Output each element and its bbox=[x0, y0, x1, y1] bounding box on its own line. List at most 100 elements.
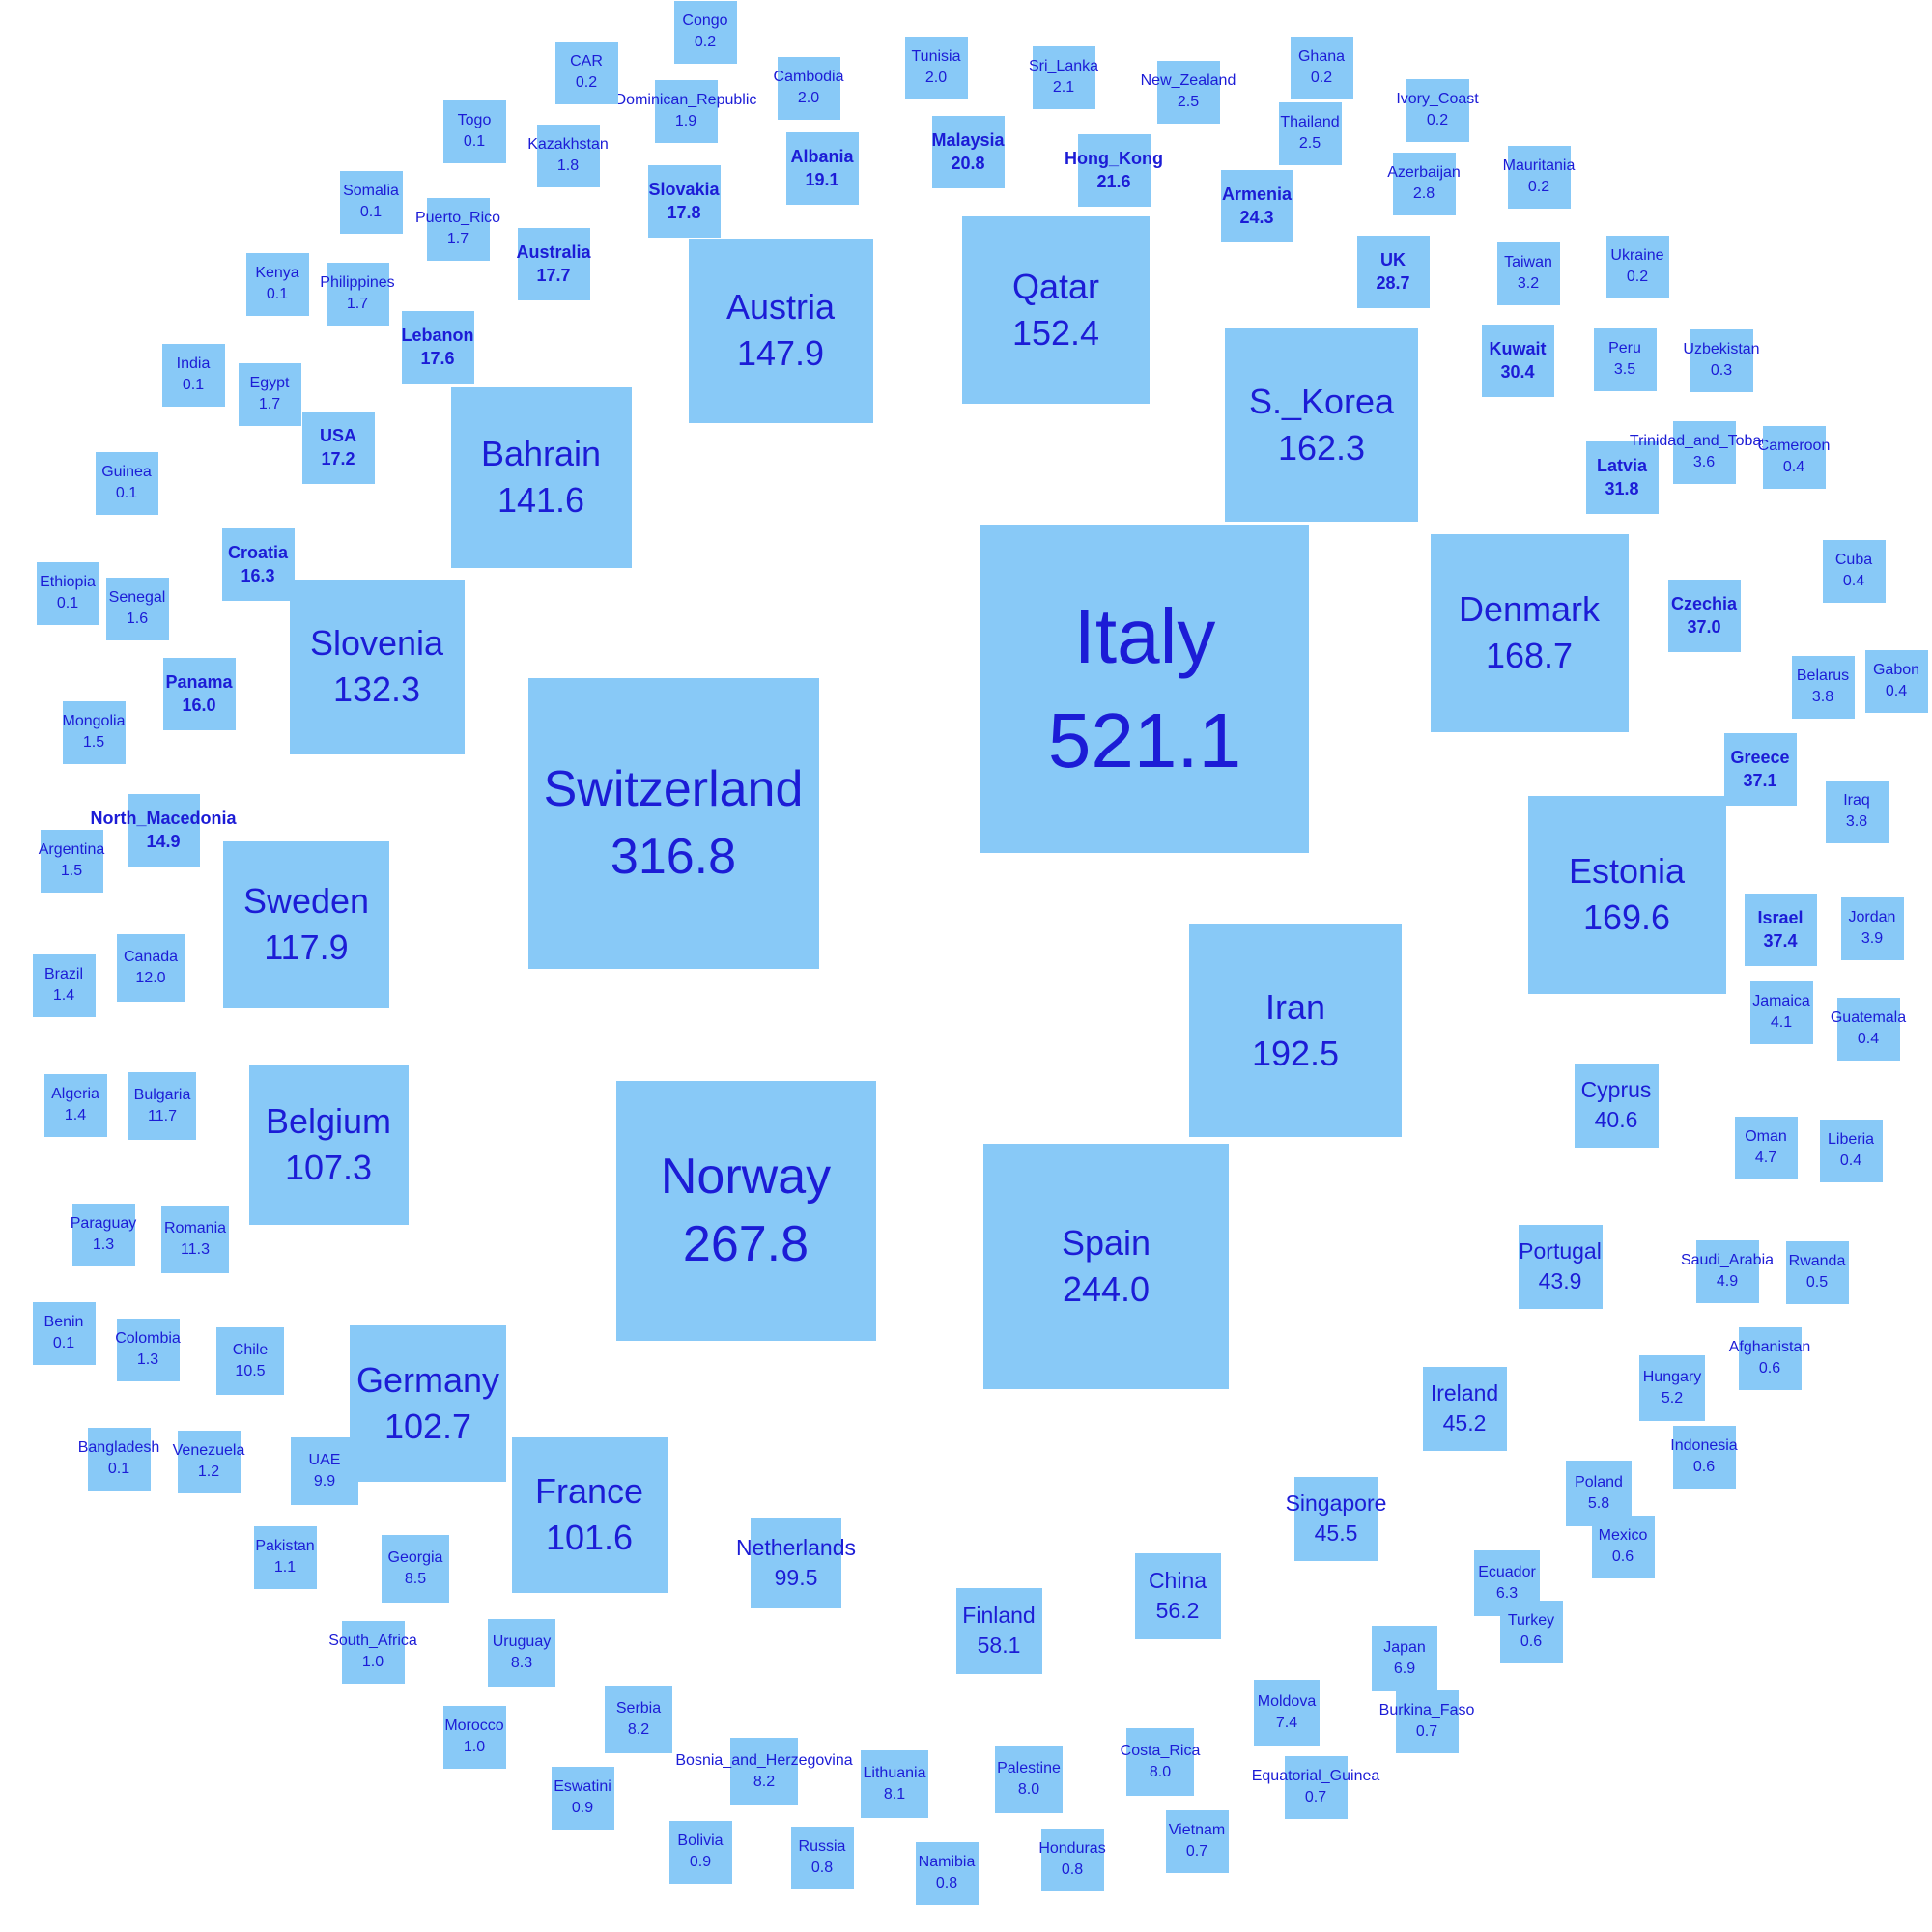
country-value-croatia: 16.3 bbox=[241, 566, 275, 586]
country-value-guinea: 0.1 bbox=[115, 484, 138, 501]
country-name-china: China bbox=[1148, 1567, 1208, 1593]
country-value-mauritania: 0.2 bbox=[1527, 178, 1550, 195]
tile-hungary bbox=[1639, 1355, 1705, 1421]
country-value-malaysia: 20.8 bbox=[951, 154, 985, 174]
country-name-moldova: Moldova bbox=[1257, 1693, 1317, 1711]
country-name-pakistan: Pakistan bbox=[255, 1538, 315, 1555]
tile-slovenia bbox=[289, 579, 465, 754]
country-name-netherlands: Netherlands bbox=[735, 1534, 857, 1560]
country-name-bulgaria: Bulgaria bbox=[133, 1087, 191, 1104]
country-name-ecuador: Ecuador bbox=[1478, 1564, 1536, 1581]
country-name-mexico: Mexico bbox=[1598, 1527, 1648, 1545]
country-value-lebanon: 17.6 bbox=[420, 349, 455, 369]
country-value-romania: 11.3 bbox=[181, 1240, 210, 1258]
tile-equatorial-guinea bbox=[1284, 1755, 1348, 1819]
country-value-iraq: 3.8 bbox=[1845, 812, 1868, 830]
tile-netherlands bbox=[751, 1518, 841, 1608]
country-name-taiwan: Taiwan bbox=[1504, 254, 1552, 271]
country-name-ivory-coast: Ivory_Coast bbox=[1396, 91, 1479, 108]
country-value-uae: 9.9 bbox=[313, 1472, 336, 1490]
country-name-colombia: Colombia bbox=[115, 1330, 181, 1348]
country-name-armenia: Armenia bbox=[1221, 184, 1293, 204]
country-value-netherlands: 99.5 bbox=[774, 1565, 818, 1591]
country-name-venezuela: Venezuela bbox=[172, 1442, 245, 1460]
country-name-algeria: Algeria bbox=[51, 1086, 99, 1103]
country-value-switzerland: 316.8 bbox=[610, 829, 737, 886]
country-value-trinidad-and-tobago: 3.6 bbox=[1692, 453, 1716, 470]
country-value-honduras: 0.8 bbox=[1061, 1861, 1084, 1878]
country-value-tunisia: 2.0 bbox=[924, 69, 948, 86]
tile-jordan bbox=[1840, 896, 1904, 960]
country-name-ukraine: Ukraine bbox=[1610, 247, 1664, 265]
country-value-bosnia-and-herzegovina: 8.2 bbox=[753, 1773, 776, 1790]
country-value-costa-rica: 8.0 bbox=[1149, 1763, 1172, 1780]
country-name-india: India bbox=[176, 355, 211, 373]
country-name-russia: Russia bbox=[798, 1838, 846, 1856]
tile-argentina bbox=[40, 829, 103, 893]
country-name-peru: Peru bbox=[1608, 340, 1641, 357]
country-value-morocco: 1.0 bbox=[463, 1738, 486, 1755]
country-value-italy: 521.1 bbox=[1047, 697, 1242, 783]
country-value-estonia: 169.6 bbox=[1582, 897, 1671, 938]
country-name-sri-lanka: Sri_Lanka bbox=[1028, 58, 1099, 75]
country-name-portugal: Portugal bbox=[1519, 1237, 1602, 1264]
country-value-namibia: 0.8 bbox=[935, 1874, 958, 1891]
tile-bosnia-and-herzegovina bbox=[730, 1738, 798, 1805]
tile-bangladesh bbox=[87, 1427, 151, 1491]
country-name-chile: Chile bbox=[232, 1342, 269, 1359]
country-value-azerbaijan: 2.8 bbox=[1412, 185, 1435, 202]
country-value-colombia: 1.3 bbox=[136, 1350, 159, 1368]
country-name-guatemala: Guatemala bbox=[1830, 1009, 1907, 1027]
tile-ukraine bbox=[1605, 235, 1669, 298]
tile-serbia bbox=[605, 1686, 672, 1753]
country-name-palestine: Palestine bbox=[997, 1760, 1061, 1777]
country-value-japan: 6.9 bbox=[1393, 1660, 1416, 1677]
country-name-equatorial-guinea: Equatorial_Guinea bbox=[1251, 1768, 1380, 1785]
tile-italy bbox=[980, 525, 1309, 853]
country-name-uruguay: Uruguay bbox=[492, 1634, 552, 1651]
tile-india bbox=[161, 343, 225, 407]
tile-chile bbox=[216, 1327, 284, 1395]
country-value-georgia: 8.5 bbox=[404, 1570, 427, 1587]
tile-somalia bbox=[339, 170, 403, 234]
tile-kazakhstan bbox=[536, 124, 600, 187]
tile-brazil bbox=[32, 953, 96, 1017]
country-name-france: France bbox=[534, 1470, 644, 1511]
country-name-japan: Japan bbox=[1383, 1639, 1426, 1657]
country-name-brazil: Brazil bbox=[43, 966, 83, 983]
country-name-oman: Oman bbox=[1745, 1128, 1787, 1146]
tile-mauritania bbox=[1507, 145, 1571, 209]
country-name-puerto-rico: Puerto_Rico bbox=[414, 210, 501, 227]
country-name-austria: Austria bbox=[725, 286, 836, 327]
tile-canada bbox=[117, 934, 185, 1002]
tile-norway bbox=[615, 1080, 876, 1341]
tile-bulgaria bbox=[128, 1072, 196, 1140]
tile-ethiopia bbox=[36, 561, 99, 625]
country-value-pakistan: 1.1 bbox=[273, 1558, 297, 1576]
tile-switzerland bbox=[527, 677, 819, 969]
country-value-north-macedonia: 14.9 bbox=[146, 832, 181, 852]
tile-uk bbox=[1356, 235, 1430, 308]
country-name-australia: Australia bbox=[516, 242, 591, 262]
country-value-burkina-faso: 0.7 bbox=[1415, 1722, 1438, 1740]
tile-denmark bbox=[1430, 533, 1629, 732]
tile-guatemala bbox=[1836, 997, 1900, 1061]
country-name-bangladesh: Bangladesh bbox=[77, 1439, 160, 1457]
country-name-denmark: Denmark bbox=[1458, 588, 1601, 629]
country-value-qatar: 152.4 bbox=[1011, 313, 1100, 354]
tile-australia bbox=[517, 227, 590, 300]
country-name-dominican-republic: Dominican_Republic bbox=[614, 92, 757, 109]
country-value-germany: 102.7 bbox=[384, 1406, 472, 1447]
country-name-georgia: Georgia bbox=[387, 1549, 443, 1567]
country-name-burkina-faso: Burkina_Faso bbox=[1378, 1702, 1475, 1719]
country-name-kenya: Kenya bbox=[255, 265, 299, 282]
tile-belgium bbox=[248, 1065, 409, 1225]
country-name-honduras: Honduras bbox=[1038, 1840, 1106, 1858]
tile-usa bbox=[301, 411, 375, 484]
country-name-new-zealand: New_Zealand bbox=[1140, 72, 1236, 90]
country-name-italy: Italy bbox=[1073, 593, 1216, 679]
tile-azerbaijan bbox=[1392, 152, 1456, 215]
country-name-south-africa: South_Africa bbox=[328, 1633, 417, 1650]
tile-sweden bbox=[223, 841, 389, 1008]
country-value-czechia: 37.0 bbox=[1687, 617, 1721, 638]
